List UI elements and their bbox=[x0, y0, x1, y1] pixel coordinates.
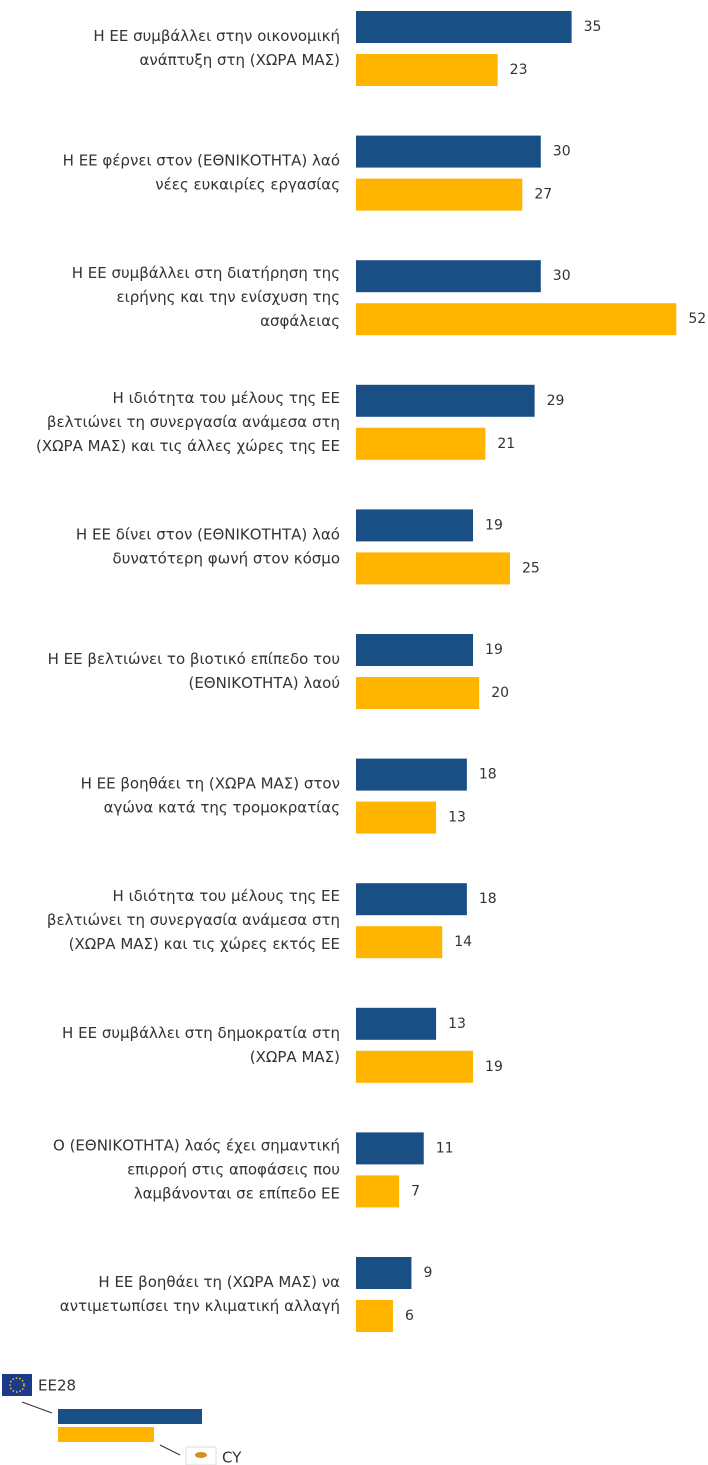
category-label: Η ΕΕ βοηθάει τη (ΧΩΡΑ ΜΑΣ) στον bbox=[81, 775, 340, 793]
category-label: (ΧΩΡΑ ΜΑΣ) και τις χώρες εκτός ΕΕ bbox=[69, 935, 340, 953]
category-label: Η ΕΕ συμβάλλει στην οικονομική bbox=[93, 27, 340, 45]
value-label: 52 bbox=[688, 311, 706, 327]
bar bbox=[356, 509, 474, 542]
bar bbox=[356, 677, 480, 709]
bar bbox=[356, 1175, 400, 1208]
category-label: Η ΕΕ φέρνει στον (ΕΘΝΙΚΟΤΗΤΑ) λαό bbox=[63, 152, 340, 170]
value-label: 27 bbox=[534, 187, 552, 203]
category-label: Η ΕΕ συμβάλλει στη διατήρηση της bbox=[72, 264, 340, 282]
value-label: 14 bbox=[454, 934, 472, 950]
value-label: 19 bbox=[485, 1059, 503, 1075]
bar bbox=[356, 135, 541, 168]
bar bbox=[356, 801, 437, 834]
bar bbox=[356, 178, 523, 211]
category-label: βελτιώνει τη συνεργασία ανάμεσα στη bbox=[47, 413, 340, 431]
bar bbox=[356, 634, 474, 666]
category-label: Η ΕΕ δίνει στον (ΕΘΝΙΚΟΤΗΤΑ) λαό bbox=[76, 525, 340, 543]
category-label: αντιμετωπίσει την κλιματική αλλαγή bbox=[60, 1297, 340, 1315]
value-label: 6 bbox=[405, 1308, 414, 1324]
legend-swatch bbox=[58, 1409, 202, 1424]
bar bbox=[356, 427, 486, 460]
bar bbox=[356, 1132, 424, 1165]
cy-flag-map bbox=[195, 1452, 207, 1458]
legend: EE28 CY bbox=[2, 1374, 242, 1465]
value-label: 18 bbox=[479, 891, 497, 907]
category-label: (ΕΘΝΙΚΟΤΗΤΑ) λαού bbox=[188, 674, 340, 692]
eu-flag-stars bbox=[9, 1377, 25, 1393]
category-label: Η ΕΕ βοηθάει τη (ΧΩΡΑ ΜΑΣ) να bbox=[98, 1273, 340, 1291]
category-label: αγώνα κατά της τρομοκρατίας bbox=[104, 799, 340, 817]
value-label: 11 bbox=[436, 1140, 454, 1156]
bar bbox=[356, 883, 467, 916]
category-label: Η ιδιότητα του μέλους της ΕΕ bbox=[113, 887, 340, 905]
bar bbox=[356, 1257, 412, 1289]
value-label: 30 bbox=[553, 144, 571, 160]
bar bbox=[356, 384, 535, 417]
value-label: 18 bbox=[479, 767, 497, 783]
value-label: 21 bbox=[497, 436, 515, 452]
legend-pointer bbox=[159, 1444, 181, 1456]
legend-label: CY bbox=[222, 1449, 242, 1465]
bar bbox=[356, 303, 677, 336]
value-label: 35 bbox=[584, 19, 602, 35]
value-label: 25 bbox=[522, 560, 540, 576]
value-label: 20 bbox=[491, 685, 509, 701]
bar bbox=[356, 758, 467, 791]
bar bbox=[356, 926, 443, 959]
category-label: Η ΕΕ βελτιώνει το βιοτικό επίπεδο του bbox=[48, 650, 340, 668]
value-label: 13 bbox=[448, 810, 466, 826]
category-label: νέες ευκαιρίες εργασίας bbox=[155, 176, 340, 194]
value-label: 30 bbox=[553, 268, 571, 284]
category-label: δυνατότερη φωνή στον κόσμο bbox=[113, 549, 340, 567]
value-label: 9 bbox=[423, 1265, 432, 1281]
value-label: 7 bbox=[411, 1183, 420, 1199]
bar bbox=[356, 54, 498, 86]
value-label: 13 bbox=[448, 1016, 466, 1032]
category-label: Ο (ΕΘΝΙΚΟΤΗΤΑ) λαός έχει σημαντική bbox=[53, 1136, 340, 1154]
bar bbox=[356, 260, 541, 293]
value-label: 19 bbox=[485, 517, 503, 533]
legend-label: EE28 bbox=[38, 1377, 76, 1395]
category-label: λαμβάνονται σε επίπεδο ΕΕ bbox=[134, 1184, 340, 1202]
value-label: 23 bbox=[510, 62, 528, 78]
category-label: Η ΕΕ συμβάλλει στη δημοκρατία στη bbox=[62, 1024, 340, 1042]
bar bbox=[356, 1300, 393, 1332]
bar bbox=[356, 552, 510, 585]
category-label: επιρροή στις αποφάσεις που bbox=[127, 1160, 340, 1178]
eu-flag-icon bbox=[2, 1374, 32, 1396]
category-label: (ΧΩΡΑ ΜΑΣ) bbox=[250, 1048, 340, 1066]
category-label: ασφάλειας bbox=[260, 312, 340, 330]
category-label: ειρήνης και την ενίσχυση της bbox=[117, 288, 340, 306]
category-label: Η ιδιότητα του μέλους της ΕΕ bbox=[113, 389, 340, 407]
bar bbox=[356, 1050, 474, 1083]
category-label: ανάπτυξη στη (ΧΩΡΑ ΜΑΣ) bbox=[139, 51, 340, 69]
value-label: 29 bbox=[547, 393, 565, 409]
category-label: (ΧΩΡΑ ΜΑΣ) και τις άλλες χώρες της ΕΕ bbox=[36, 437, 340, 455]
legend-swatch bbox=[58, 1427, 154, 1442]
bar bbox=[356, 11, 572, 43]
category-label: βελτιώνει τη συνεργασία ανάμεσα στη bbox=[47, 911, 340, 929]
legend-pointer bbox=[21, 1401, 53, 1414]
value-label: 19 bbox=[485, 642, 503, 658]
bar bbox=[356, 1007, 437, 1040]
